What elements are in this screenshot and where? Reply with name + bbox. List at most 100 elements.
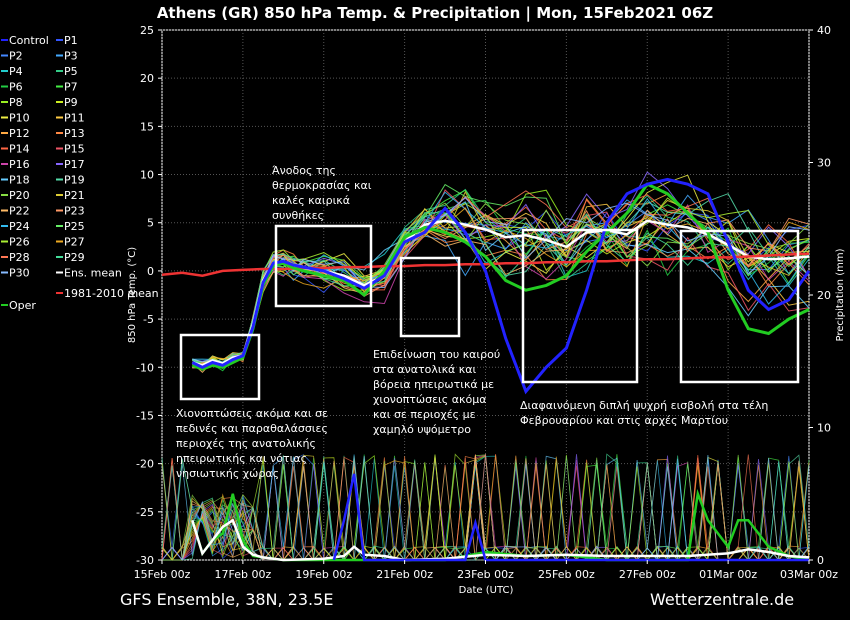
- legend-label: Ens. mean: [64, 267, 122, 280]
- annotation-line: καλές καιρικά: [272, 194, 350, 207]
- annotations: Άνοδος της θερμοκρασίας και καλές καιρικά σ…: [176, 164, 768, 480]
- annotation-line: Διαφαινόμενη διπλή ψυχρή εισβολή στα τέλ…: [520, 399, 768, 412]
- annotation-line: Φεβρουαρίου και στις αρχές Μαρτίου: [520, 414, 728, 427]
- y-axis-label-left: 850 hPa Temp. (°C): [127, 247, 138, 343]
- annotation-text: Διαφαινόμενη διπλή ψυχρή εισβολή στα τέλ…: [520, 399, 768, 427]
- annotation-line: νησιωτικής χώρας: [176, 467, 279, 480]
- legend-label: P24: [9, 220, 30, 233]
- y-axis-label-right: Precipitation (mm): [835, 248, 846, 341]
- legend-label: P1: [64, 34, 78, 47]
- legend-label: Oper: [9, 299, 36, 312]
- y-tick-label-right: 30: [817, 157, 831, 170]
- legend-label: P2: [9, 50, 23, 63]
- legend-label: P8: [9, 96, 23, 109]
- annotation-line: Χιονοπτώσεις ακόμα και σε: [176, 407, 328, 420]
- x-tick-label: 25Feb 00z: [538, 568, 595, 581]
- x-tick-label: 27Feb 00z: [619, 568, 676, 581]
- annotation-boxes: [179, 224, 800, 401]
- annotation-box: [179, 333, 261, 401]
- axis-ticks: 15Feb 00z 17Feb 00z 19Feb 00z 21Feb 00z 23Fe…: [134, 24, 839, 581]
- footer-source: GFS Ensemble, 38N, 23.5E: [120, 590, 334, 609]
- y-tick-label-right: 20: [817, 289, 831, 302]
- y-tick-label-right: 40: [817, 24, 831, 37]
- annotation-line: περιοχές της ανατολικής: [176, 437, 316, 450]
- x-tick-label: 17Feb 00z: [215, 568, 272, 581]
- annotation-text: Άνοδος της θερμοκρασίας και καλές καιρικά σ…: [272, 164, 372, 222]
- legend-label: P23: [64, 205, 85, 218]
- legend-label: P6: [9, 81, 23, 94]
- legend-label: P3: [64, 50, 78, 63]
- y-tick-label-left: -10: [136, 361, 154, 374]
- annotation-text: Χιονοπτώσεις ακόμα και σε πεδινές και παρ…: [176, 407, 328, 480]
- legend-label: P21: [64, 189, 85, 202]
- legend-label: P20: [9, 189, 30, 202]
- legend-label: P17: [64, 158, 85, 171]
- y-tick-label-left: 25: [140, 24, 154, 37]
- legend-label: P26: [9, 236, 30, 249]
- y-tick-label-left: -5: [143, 313, 154, 326]
- annotation-line: θερμοκρασίας και: [272, 179, 372, 192]
- annotation-line: Επιδείνωση του καιρού: [373, 348, 500, 361]
- x-tick-label: 01Mar 00z: [699, 568, 757, 581]
- annotation-line: συνθήκες: [272, 209, 324, 222]
- annotation-line: χαμηλό υψόμετρο: [373, 423, 471, 436]
- legend-label: P11: [64, 112, 85, 125]
- legend-label: Control: [9, 34, 49, 47]
- legend-label: P14: [9, 143, 30, 156]
- annotation-line: και σε περιοχές με: [373, 408, 476, 421]
- y-tick-label-left: 10: [140, 169, 154, 182]
- precip-line-control: [332, 473, 809, 562]
- legend-label: P10: [9, 112, 30, 125]
- x-tick-label: 21Feb 00z: [376, 568, 433, 581]
- y-tick-label-left: 20: [140, 72, 154, 85]
- annotation-line: ηπειρωτικής και νότιας: [176, 452, 307, 465]
- chart-title: Athens (GR) 850 hPa Temp. & Precipitatio…: [157, 4, 713, 23]
- ensemble-member-line: [192, 212, 810, 367]
- y-tick-label-left: 5: [147, 217, 154, 230]
- annotation-line: Άνοδος της: [272, 164, 336, 177]
- footer-site: Wetterzentrale.de: [650, 590, 795, 609]
- annotation-box: [399, 256, 461, 338]
- legend-label: P27: [64, 236, 85, 249]
- legend-label: P9: [64, 96, 78, 109]
- annotation-line: χιονοπτώσεις ακόμα: [373, 393, 486, 406]
- y-tick-label-left: -15: [136, 409, 154, 422]
- legend-label: P18: [9, 174, 30, 187]
- precip-line-ens-mean: [191, 518, 810, 562]
- annotation-line: στα ανατολικά και: [373, 363, 477, 376]
- legend-label: P29: [64, 251, 85, 264]
- x-axis-label: Date (UTC): [459, 585, 514, 596]
- x-tick-label: 03Mar 00z: [780, 568, 838, 581]
- legend-label: 1981-2010 mean: [64, 287, 159, 300]
- annotation-text: Επιδείνωση του καιρού στα ανατολικά και βό…: [373, 348, 500, 436]
- legend-label: P13: [64, 127, 85, 140]
- legend: Control P1 P2 P3 P4 P5 P6 P7 P8 P9 P10 P11 P12 P13 P14…: [1, 34, 159, 312]
- x-tick-label: 15Feb 00z: [134, 568, 191, 581]
- legend-label: P7: [64, 81, 78, 94]
- main-series: [161, 177, 811, 562]
- legend-label: P4: [9, 65, 23, 78]
- series-line-control: [191, 177, 811, 395]
- annotation-box: [679, 229, 800, 384]
- annotation-box: [274, 224, 373, 308]
- x-tick-label: 23Feb 00z: [457, 568, 514, 581]
- annotation-line: βόρεια ηπειρωτικά με: [373, 378, 494, 391]
- legend-label: P28: [9, 251, 30, 264]
- x-tick-label: 19Feb 00z: [295, 568, 352, 581]
- y-tick-label-left: -30: [136, 554, 154, 567]
- legend-label: P12: [9, 127, 30, 140]
- y-tick-label-left: 0: [147, 265, 154, 278]
- annotation-line: πεδινές και παραθαλάσσιες: [176, 422, 328, 435]
- legend-label: P30: [9, 267, 30, 280]
- y-tick-label-left: -20: [136, 458, 154, 471]
- annotation-box: [521, 228, 639, 384]
- y-tick-label-right: 0: [817, 554, 824, 567]
- legend-label: P19: [64, 174, 85, 187]
- legend-label: P5: [64, 65, 78, 78]
- y-tick-label-left: 15: [140, 120, 154, 133]
- legend-label: P16: [9, 158, 30, 171]
- y-tick-label-right: 10: [817, 422, 831, 435]
- legend-label: P22: [9, 205, 30, 218]
- y-tick-label-left: -25: [136, 506, 154, 519]
